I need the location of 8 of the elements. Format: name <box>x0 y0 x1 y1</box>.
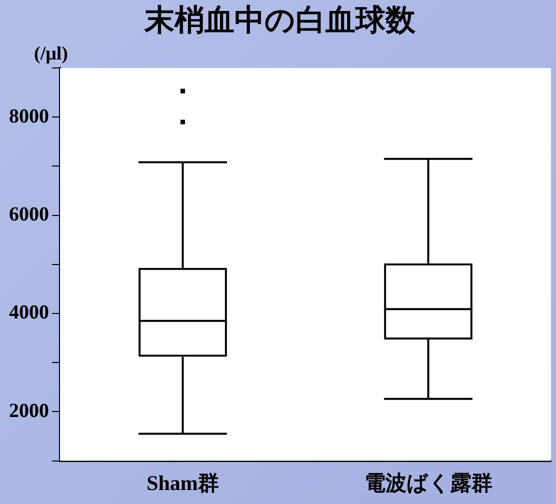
chart-title: 末梢血中の白血球数 <box>144 2 416 38</box>
y-tick-label: 6000 <box>9 203 49 226</box>
x-tick-label: 電波ばく露群 <box>364 470 492 495</box>
y-axis-title: (/μl) <box>34 43 68 64</box>
y-tick-label: 2000 <box>9 400 49 422</box>
y-tick-label: 8000 <box>9 105 49 128</box>
x-tick-label: Sham群 <box>146 470 219 495</box>
y-tick-label: 4000 <box>9 302 49 324</box>
